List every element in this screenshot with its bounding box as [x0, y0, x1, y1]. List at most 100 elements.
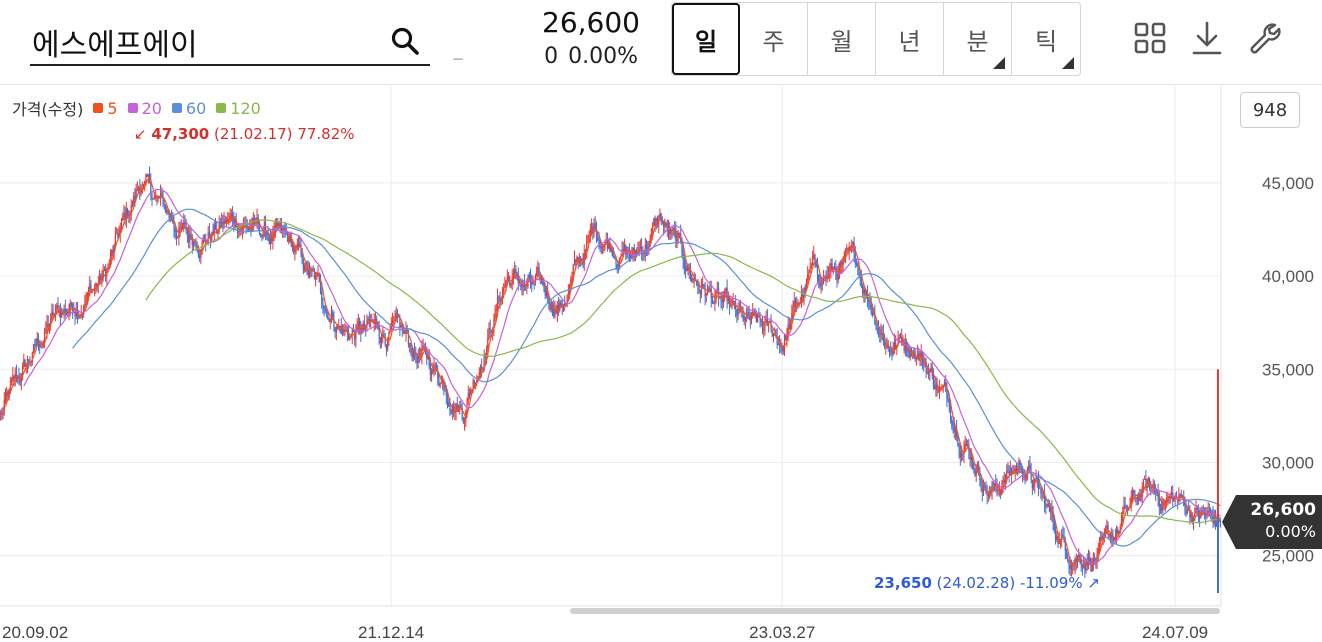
candle-body — [190, 234, 192, 237]
stock-name[interactable]: 에스에프에이 — [32, 28, 198, 63]
candle-body — [810, 265, 812, 267]
candle-body — [844, 249, 847, 254]
wrench-icon[interactable] — [1248, 20, 1282, 56]
candle-body — [836, 272, 838, 281]
search-icon[interactable] — [390, 26, 420, 56]
candle-body — [724, 291, 726, 296]
candle-body — [422, 347, 424, 350]
candle-body — [656, 218, 659, 225]
candle-body — [621, 249, 623, 256]
candle-body — [377, 324, 379, 330]
download-icon[interactable] — [1190, 20, 1224, 56]
candle-body — [893, 342, 895, 351]
candle-body — [741, 307, 743, 309]
tab-period-0[interactable]: 일 — [672, 3, 740, 75]
candle-body — [271, 236, 273, 241]
candle-body — [579, 259, 582, 262]
candle-body — [1199, 514, 1201, 519]
candle-body — [926, 372, 928, 374]
candle-body — [1076, 557, 1079, 562]
candle-body — [90, 284, 92, 293]
candle-body — [1177, 498, 1179, 502]
tab-period-label: 년 — [898, 27, 921, 56]
candle-body — [145, 174, 147, 181]
candle-body — [14, 373, 16, 379]
candle-body — [328, 318, 330, 322]
candle-body — [720, 296, 722, 300]
candle-body — [735, 302, 737, 309]
candle-body — [340, 326, 342, 334]
candle-body — [527, 274, 529, 282]
candle-body — [969, 450, 971, 460]
high-date: (21.02.17) — [214, 125, 293, 143]
candle-body — [699, 289, 701, 295]
candle-body — [168, 212, 170, 218]
candle-body — [310, 269, 312, 272]
candle-body — [947, 398, 949, 400]
candle-body — [1179, 494, 1181, 496]
candle-body — [1180, 494, 1182, 498]
candle-body — [998, 488, 1000, 491]
candle-body — [1146, 483, 1148, 489]
candle-body — [87, 289, 90, 293]
y-tick-label: 45,000 — [1262, 174, 1314, 193]
candle-body — [192, 241, 195, 245]
candle-body — [702, 284, 704, 287]
candle-body — [880, 332, 882, 335]
legend-item-ma60[interactable]: 60 — [171, 99, 206, 118]
candle-body — [394, 317, 396, 320]
candle-body — [274, 224, 276, 232]
y-tick-label: 35,000 — [1262, 360, 1314, 379]
candle-body — [886, 345, 888, 347]
candle-body — [1184, 505, 1186, 512]
candle-body — [866, 290, 869, 301]
tab-period-2[interactable]: 월 — [808, 3, 876, 75]
candle-body — [113, 244, 115, 253]
candle-body — [1056, 535, 1058, 540]
candle-body — [1032, 484, 1035, 489]
volume-badge[interactable]: 948 — [1240, 92, 1300, 128]
candle-body — [30, 362, 32, 364]
grid-icon[interactable] — [1133, 20, 1167, 56]
candle-body — [1094, 558, 1096, 560]
candle-body — [490, 329, 493, 333]
legend-item-ma120[interactable]: 120 — [216, 99, 261, 118]
candle-body — [1021, 470, 1024, 476]
candle-body — [1183, 496, 1185, 506]
candle-body — [78, 316, 80, 318]
candle-body — [700, 286, 703, 295]
chart-scrollbar[interactable] — [570, 608, 1220, 614]
tab-period-5[interactable]: 틱 — [1012, 3, 1080, 75]
candle-body — [1202, 510, 1204, 512]
candle-body — [223, 219, 225, 226]
candle-body — [938, 388, 941, 391]
candle-body — [94, 287, 96, 290]
candle-body — [736, 308, 738, 316]
tab-period-1[interactable]: 주 — [740, 3, 808, 75]
legend-item-ma5[interactable]: 5 — [93, 98, 118, 118]
candle-body — [959, 451, 961, 458]
candle-body — [654, 219, 656, 225]
candle-body — [148, 174, 151, 182]
tab-period-4[interactable]: 분 — [944, 3, 1012, 75]
legend-label: 5 — [107, 98, 118, 118]
candle-body — [871, 312, 874, 316]
candle-body — [971, 456, 974, 464]
tab-period-3[interactable]: 년 — [876, 3, 944, 75]
candle-body — [175, 231, 178, 239]
candle-body — [89, 284, 91, 290]
candle-body — [993, 483, 996, 485]
candle-body — [692, 279, 694, 281]
candle-body — [443, 379, 445, 388]
candle-body — [761, 322, 764, 331]
legend-item-ma20[interactable]: 20 — [127, 99, 162, 118]
candle-body — [18, 375, 20, 380]
candle-body — [2, 410, 4, 415]
candle-body — [318, 273, 320, 283]
candle-body — [391, 320, 394, 324]
candle-body — [15, 373, 18, 379]
stock-search-box[interactable]: 에스에프에이 — [30, 10, 430, 66]
low-annotation: 23,650 (24.02.28) -11.09% ↗ — [874, 574, 1100, 592]
candle-body — [460, 405, 462, 409]
candle-body — [970, 456, 972, 460]
